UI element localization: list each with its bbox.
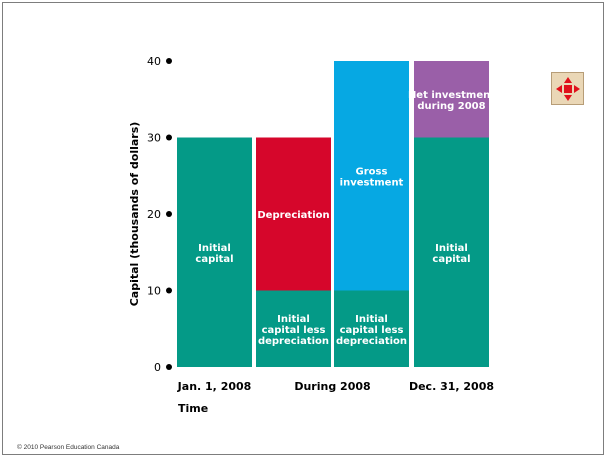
bar-segment xyxy=(177,137,252,367)
x-category-label: During 2008 xyxy=(294,380,370,393)
bar-segment-label: during 2008 xyxy=(417,101,485,112)
bar-segment-label: Gross xyxy=(356,166,388,177)
bar-segment-label: Initial xyxy=(277,314,310,325)
bar-segment-label: depreciation xyxy=(258,336,329,347)
bar-segment-label: capital less xyxy=(262,325,326,336)
bar-segment-label: Depreciation xyxy=(257,210,329,221)
bar-segment-label: capital less xyxy=(340,325,404,336)
bar-segment-label: Initial xyxy=(198,243,231,254)
x-category-label: Jan. 1, 2008 xyxy=(177,380,252,393)
bar-segment-label: depreciation xyxy=(336,336,407,347)
y-tick-label: 30 xyxy=(147,132,161,145)
capital-chart: 0 10 20 30 40 Capital (thousands of dollars) I… xyxy=(128,55,495,415)
x-category-label: Dec. 31, 2008 xyxy=(409,380,494,393)
y-tick-label: 40 xyxy=(147,55,161,68)
y-tick-dot xyxy=(166,364,172,370)
y-tick-dot xyxy=(166,211,172,217)
bar-segment xyxy=(334,290,409,367)
compass-arrows-icon xyxy=(555,76,580,101)
navigation-button[interactable] xyxy=(551,72,584,105)
bar-segment-label: Initial xyxy=(355,314,388,325)
bar-segment-label: Net investment xyxy=(408,90,495,101)
bar-segment xyxy=(414,137,489,367)
bar-segment-label: Initial xyxy=(435,243,468,254)
y-tick-dot xyxy=(166,287,172,294)
bar-segment xyxy=(334,61,409,291)
y-tick-dot xyxy=(166,134,172,141)
slide-frame: 0 10 20 30 40 Capital (thousands of dollars) I… xyxy=(2,2,604,455)
y-tick-label: 10 xyxy=(147,285,161,298)
copyright-text: © 2010 Pearson Education Canada xyxy=(17,444,120,451)
bar-segment-label: capital xyxy=(432,254,470,265)
bar-segment xyxy=(256,137,331,291)
y-axis-title: Capital (thousands of dollars) xyxy=(128,122,141,307)
bar-segment-label: capital xyxy=(195,254,233,265)
bar-segment-label: investment xyxy=(340,177,404,188)
y-tick-label: 0 xyxy=(154,361,161,374)
y-tick-dot xyxy=(166,58,172,64)
bar-segment xyxy=(256,290,331,367)
x-axis-title: Time xyxy=(178,402,208,415)
bar-segment xyxy=(414,61,489,138)
y-tick-label: 20 xyxy=(147,208,161,221)
